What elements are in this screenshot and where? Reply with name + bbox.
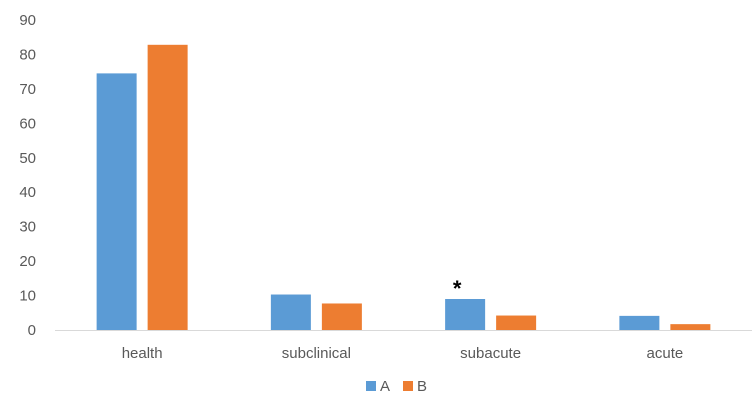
y-tick-label: 50: [19, 150, 36, 167]
annotations: *: [453, 276, 462, 301]
y-tick-label: 0: [28, 322, 36, 339]
legend-swatch-A: [366, 381, 376, 391]
y-tick-label: 90: [19, 12, 36, 29]
bar-B-subacute: [496, 315, 537, 330]
y-axis-ticks: 0 10 20 30 40 50 60 70 80 90: [19, 12, 36, 339]
y-tick-label: 80: [19, 46, 36, 63]
x-category-label: subclinical: [282, 345, 351, 362]
bar-B-subclinical: [321, 303, 362, 330]
bar-B-acute: [670, 324, 711, 330]
legend-swatch-B: [403, 381, 413, 391]
legend-label-B: B: [417, 378, 427, 395]
y-tick-label: 40: [19, 184, 36, 201]
x-category-label: health: [122, 345, 163, 362]
bar-B-health: [147, 44, 188, 331]
bars: [96, 44, 711, 331]
bar-A-subacute: [445, 299, 486, 330]
y-tick-label: 60: [19, 115, 36, 132]
bar-A-subclinical: [270, 294, 311, 330]
significance-annotation: *: [453, 276, 462, 301]
x-category-label: acute: [647, 345, 684, 362]
y-tick-label: 70: [19, 81, 36, 98]
y-tick-label: 20: [19, 253, 36, 270]
y-tick-label: 30: [19, 219, 36, 236]
x-category-label: subacute: [460, 345, 521, 362]
bar-A-acute: [619, 315, 660, 330]
bar-A-health: [96, 73, 137, 330]
x-axis-categories: health subclinical subacute acute: [122, 345, 684, 362]
legend-label-A: A: [380, 378, 390, 395]
y-tick-label: 10: [19, 288, 36, 305]
